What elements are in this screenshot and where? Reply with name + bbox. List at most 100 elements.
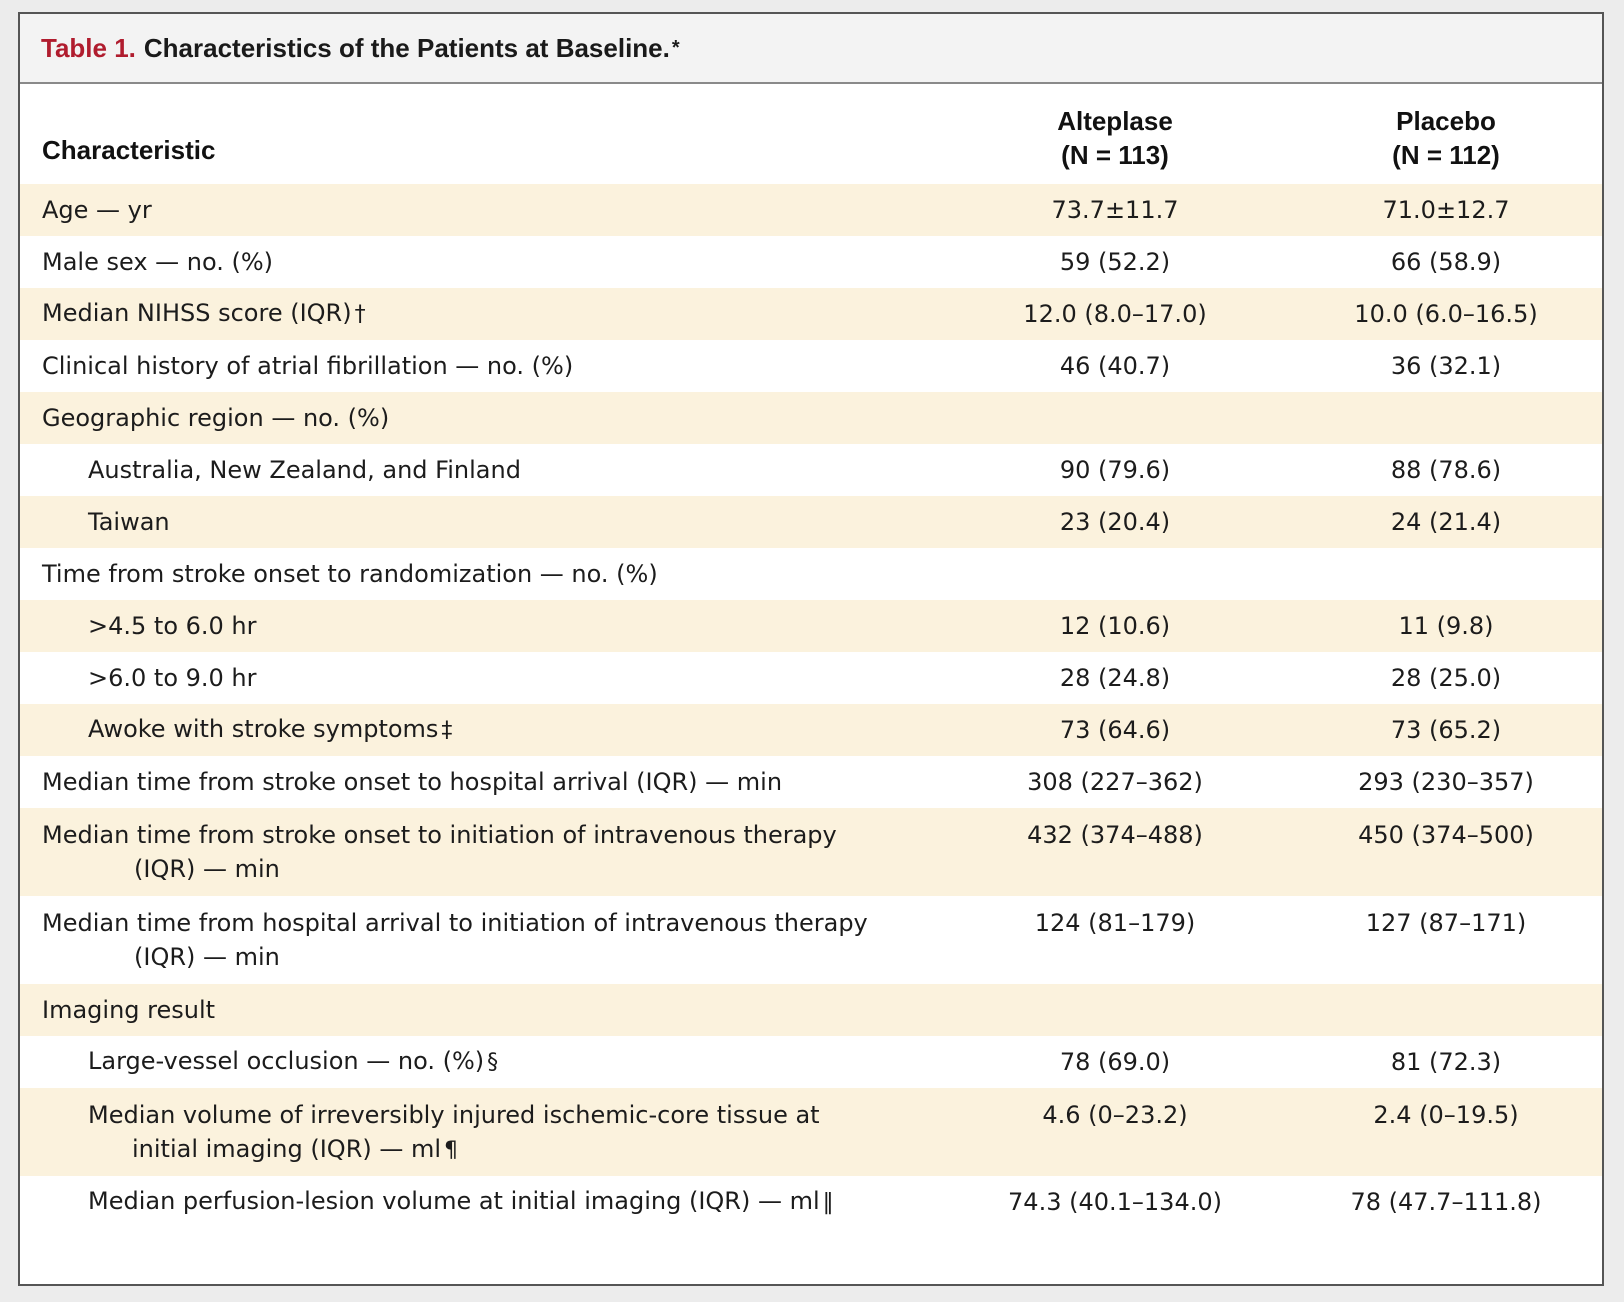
table-row: Median time from stroke onset to hospita… (20, 756, 1602, 808)
characteristic-label: Median time from stroke onset to initiat… (42, 821, 837, 849)
placebo-value: 28 (25.0) (1390, 664, 1502, 692)
alteplase-group-name: Alteplase (1057, 106, 1173, 136)
column-header-row: Characteristic Alteplase (N = 113) Place… (20, 84, 1602, 184)
characteristic-label-continuation: initial imaging (IQR) — ml ¶ (88, 1132, 940, 1168)
placebo-value: 66 (58.9) (1390, 248, 1502, 276)
alteplase-value: 23 (20.4) (1059, 508, 1171, 536)
characteristic-label-continuation: (IQR) — min (42, 852, 940, 886)
characteristic-cell: >4.5 to 6.0 hr (20, 609, 940, 643)
table-row: >6.0 to 9.0 hr 28 (24.8) 28 (25.0) (20, 652, 1602, 704)
table-body: Age — yr 73.7±11.7 71.0±12.7 Male sex — no.… (20, 184, 1602, 1228)
placebo-value: 73 (65.2) (1390, 716, 1502, 744)
table-row: Time from stroke onset to randomization … (20, 548, 1602, 600)
placebo-value: 11 (9.8) (1398, 612, 1494, 640)
alteplase-value: 124 (81–179) (1034, 909, 1196, 937)
characteristic-label: Geographic region — no. (%) (42, 404, 390, 432)
placebo-value: 81 (72.3) (1390, 1048, 1502, 1076)
characteristic-label: >4.5 to 6.0 hr (88, 612, 257, 640)
placebo-value: 88 (78.6) (1390, 456, 1502, 484)
characteristic-label: Australia, New Zealand, and Finland (88, 456, 521, 484)
placebo-value: 36 (32.1) (1390, 352, 1502, 380)
placebo-group-size: (N = 112) (1392, 140, 1500, 170)
table-row: Geographic region — no. (%) (20, 392, 1602, 444)
characteristic-cell: >6.0 to 9.0 hr (20, 661, 940, 695)
alteplase-value: 28 (24.8) (1059, 664, 1171, 692)
alteplase-group-size: (N = 113) (1061, 140, 1169, 170)
characteristic-cell: Geographic region — no. (%) (20, 401, 940, 435)
characteristic-label: Awoke with stroke symptoms (88, 715, 439, 743)
placebo-value: 127 (87–171) (1365, 909, 1527, 937)
alteplase-value: 432 (374–488) (1027, 821, 1203, 849)
footnote-symbol: ¶ (444, 1138, 459, 1163)
characteristic-cell: Taiwan (20, 505, 940, 539)
characteristic-cell: Median NIHSS score (IQR) † (20, 296, 940, 332)
alteplase-value: 12 (10.6) (1059, 612, 1171, 640)
table-row: >4.5 to 6.0 hr 12 (10.6) 11 (9.8) (20, 600, 1602, 652)
characteristic-label: Time from stroke onset to randomization … (42, 560, 658, 588)
characteristic-cell: Median perfusion-lesion volume at initia… (20, 1184, 940, 1220)
placebo-value: 450 (374–500) (1358, 821, 1534, 849)
alteplase-value: 90 (79.6) (1059, 456, 1171, 484)
characteristic-cell: Australia, New Zealand, and Finland (20, 453, 940, 487)
characteristic-label: Male sex — no. (%) (42, 248, 274, 276)
alteplase-value: 74.3 (40.1–134.0) (1008, 1188, 1222, 1216)
placebo-value: 78 (47.7–111.8) (1350, 1188, 1542, 1216)
table-row: Median time from stroke onset to initiat… (20, 808, 1602, 896)
placebo-value: 24 (21.4) (1390, 508, 1502, 536)
placebo-header: Placebo (N = 112) (1290, 104, 1602, 172)
table-row: Awoke with stroke symptoms ‡ 73 (64.6) 73 (… (20, 704, 1602, 756)
characteristic-cell: Median time from stroke onset to hospita… (20, 765, 940, 799)
characteristic-cell: Median time from hospital arrival to ini… (20, 906, 940, 974)
placebo-group-name: Placebo (1396, 106, 1496, 136)
characteristic-cell: Awoke with stroke symptoms ‡ (20, 712, 940, 748)
alteplase-value: 73.7±11.7 (1051, 196, 1179, 224)
characteristic-cell: Median time from stroke onset to initiat… (20, 818, 940, 886)
table-row: Median NIHSS score (IQR) † 12.0 (8.0–17.0)… (20, 288, 1602, 340)
table-row: Age — yr 73.7±11.7 71.0±12.7 (20, 184, 1602, 236)
characteristic-label: Large-vessel occlusion — no. (%) (88, 1047, 485, 1075)
alteplase-value: 4.6 (0–23.2) (1042, 1101, 1188, 1129)
placebo-value: 293 (230–357) (1358, 768, 1534, 796)
characteristic-label: Taiwan (88, 508, 170, 536)
alteplase-header: Alteplase (N = 113) (940, 104, 1290, 172)
table-row: Median perfusion-lesion volume at initia… (20, 1176, 1602, 1228)
table-row: Male sex — no. (%) 59 (52.2) 66 (58.9) (20, 236, 1602, 288)
characteristic-label: >6.0 to 9.0 hr (88, 664, 257, 692)
characteristic-label: Median perfusion-lesion volume at initia… (88, 1187, 820, 1215)
characteristic-label: Median time from stroke onset to hospita… (42, 768, 783, 796)
characteristic-header: Characteristic (42, 135, 216, 165)
characteristic-cell: Imaging result (20, 993, 940, 1027)
footnote-symbol: ‡ (441, 718, 453, 743)
characteristic-label-continuation-text: (IQR) — min (134, 943, 280, 971)
table-row: Taiwan 23 (20.4) 24 (21.4) (20, 496, 1602, 548)
characteristic-cell: Age — yr (20, 193, 940, 227)
table-number: Table 1. (41, 32, 136, 63)
table-caption: Table 1. Characteristics of the Patients… (20, 14, 1602, 84)
footnote-marker: * (671, 36, 680, 59)
characteristic-label: Imaging result (42, 996, 216, 1024)
alteplase-value: 308 (227–362) (1027, 768, 1203, 796)
characteristic-label-continuation-text: (IQR) — min (134, 855, 280, 883)
footnote-symbol: ‖ (822, 1190, 834, 1215)
placebo-value: 71.0±12.7 (1382, 196, 1510, 224)
table-row: Imaging result (20, 984, 1602, 1036)
table-row: Median time from hospital arrival to ini… (20, 896, 1602, 984)
alteplase-value: 78 (69.0) (1059, 1048, 1171, 1076)
table-title: Characteristics of the Patients at Basel… (143, 32, 670, 63)
characteristic-cell: Large-vessel occlusion — no. (%) § (20, 1044, 940, 1080)
footnote-symbol: § (487, 1050, 499, 1075)
characteristic-label-continuation: (IQR) — min (42, 940, 940, 974)
characteristic-label: Median time from hospital arrival to ini… (42, 909, 868, 937)
characteristic-cell: Clinical history of atrial fibrillation … (20, 349, 940, 383)
table-row: Australia, New Zealand, and Finland 90 (7… (20, 444, 1602, 496)
characteristic-cell: Median volume of irreversibly injured is… (20, 1098, 940, 1168)
characteristic-label: Median volume of irreversibly injured is… (88, 1101, 820, 1129)
table-row: Large-vessel occlusion — no. (%) § 78 (69.… (20, 1036, 1602, 1088)
baseline-characteristics-table: Table 1. Characteristics of the Patients… (18, 12, 1604, 1286)
placebo-value: 10.0 (6.0–16.5) (1354, 300, 1538, 328)
characteristic-cell: Time from stroke onset to randomization … (20, 557, 940, 591)
alteplase-value: 59 (52.2) (1059, 248, 1171, 276)
footnote-symbol: † (354, 302, 366, 327)
characteristic-cell: Male sex — no. (%) (20, 245, 940, 279)
alteplase-value: 12.0 (8.0–17.0) (1023, 300, 1207, 328)
